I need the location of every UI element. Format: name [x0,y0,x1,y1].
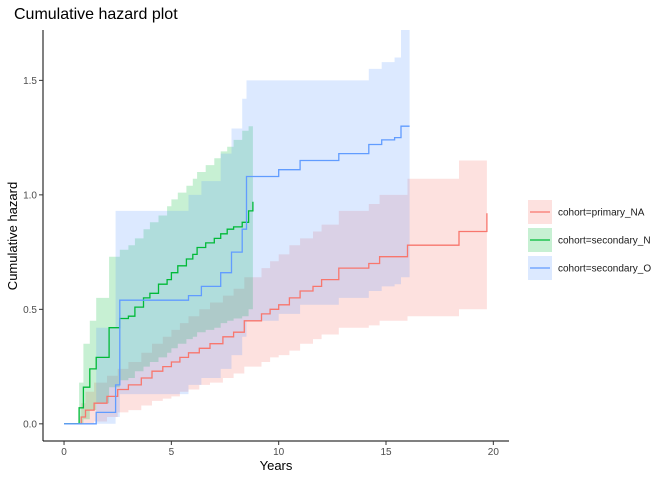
confidence-bands [64,30,487,424]
y-axis-ticks: 0.0 0.5 1.0 1.5 [23,76,43,430]
x-axis-ticks: 0 5 10 15 20 [61,441,499,458]
legend-label-cohort-secondary-n: cohort=secondary_N [558,236,651,247]
hazard-line-cohort-primary-na [64,213,488,425]
hazard-line-cohort-secondary-o [64,125,410,425]
x-tick-label: 5 [169,447,175,458]
legend-label-cohort-primary-na: cohort=primary_NA [558,208,645,219]
y-tick-label: 0.5 [23,305,37,316]
confidence-band-cohort-primary-na [64,137,487,424]
confidence-band-cohort-secondary-n [64,119,253,424]
chart-title: Cumulative hazard plot [14,6,178,23]
y-axis-title: Cumulative hazard [5,182,20,290]
legend-label-cohort-secondary-o: cohort=secondary_O [558,264,651,275]
y-tick-label: 0.0 [23,419,37,430]
x-tick-label: 20 [488,447,500,458]
y-tick-label: 1.0 [23,190,37,201]
x-tick-label: 10 [273,447,285,458]
hazard-line-cohort-secondary-n [64,201,254,425]
hazard-lines [64,125,488,425]
x-tick-label: 0 [61,447,67,458]
x-tick-label: 15 [380,447,392,458]
x-axis-title: Years [260,458,293,473]
y-tick-label: 1.5 [23,76,37,87]
legend: cohort=primary_NA cohort=secondary_Ncohor… [528,200,651,280]
